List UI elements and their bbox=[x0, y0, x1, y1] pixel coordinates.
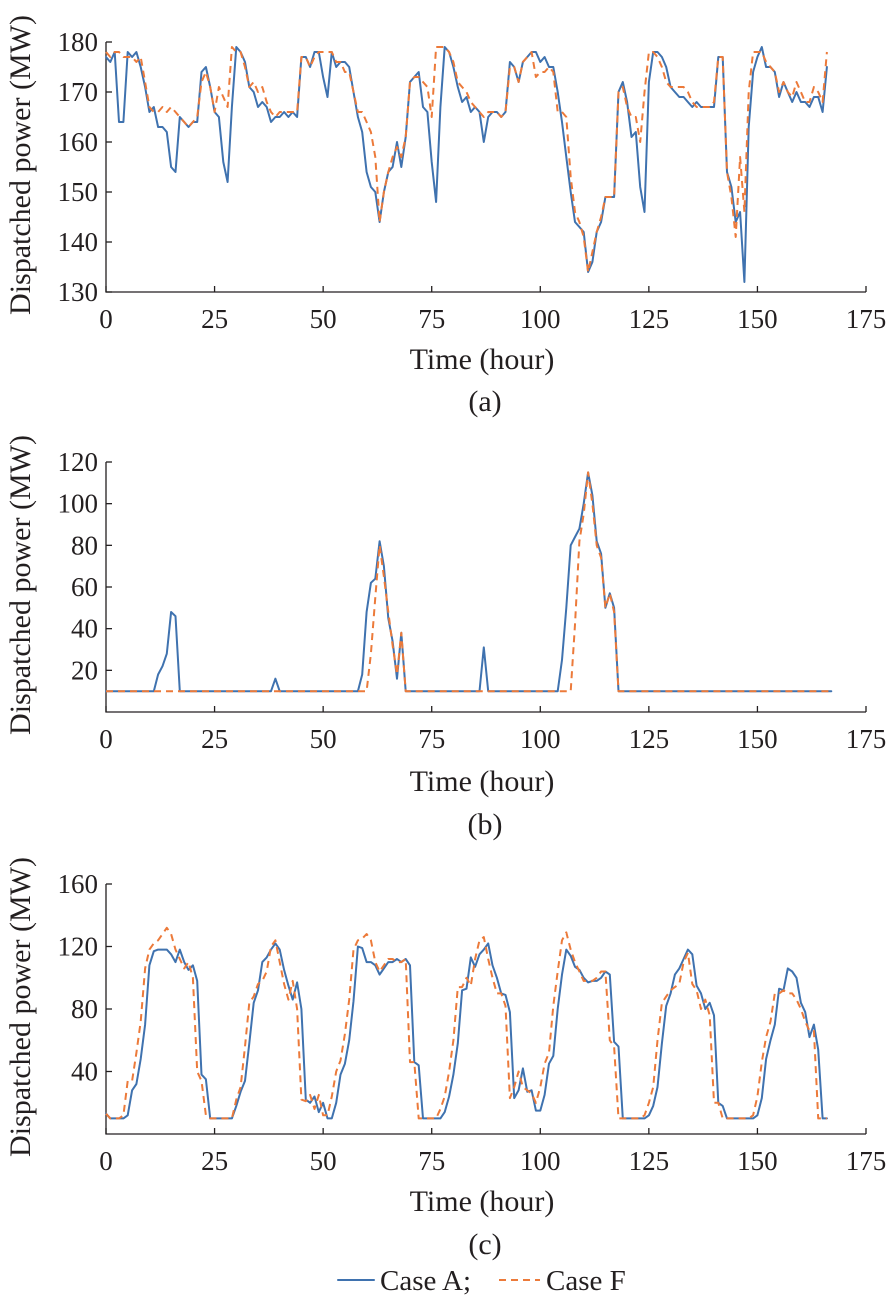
legend-label-case-a: Case A; bbox=[380, 1265, 471, 1297]
x-tick-label-c: 125 bbox=[629, 1146, 670, 1176]
x-tick-label-b: 25 bbox=[201, 724, 228, 754]
axes-c bbox=[105, 884, 866, 1135]
chart-panel-a: 0 25 50 75 100 125 150 175 130 140 150 160 170 180 Tim… bbox=[4, 15, 886, 418]
y-tick-label-a: 140 bbox=[58, 227, 99, 257]
x-tick-label-a: 150 bbox=[737, 304, 778, 334]
panel-caption-c: (c) bbox=[468, 1228, 501, 1261]
x-tick-label-b: 125 bbox=[629, 724, 670, 754]
y-tick-label-b: 60 bbox=[71, 572, 98, 602]
y-tick-label-b: 80 bbox=[71, 530, 98, 560]
series-case-f-a bbox=[105, 46, 828, 273]
x-tick-label-c: 25 bbox=[201, 1146, 228, 1176]
chart-panel-c: 0 25 50 75 100 125 150 175 40 80 120 160 Time (hour)… bbox=[4, 857, 886, 1261]
y-tick-label-b: 120 bbox=[58, 447, 99, 477]
x-axis-label-c: Time (hour) bbox=[410, 1185, 555, 1218]
y-tick-label-c: 120 bbox=[58, 932, 99, 962]
series-case-f-c bbox=[105, 926, 827, 1120]
y-axis-label-a: Dispatched power (MW) bbox=[4, 15, 37, 315]
x-tick-label-c: 50 bbox=[310, 1146, 337, 1176]
y-tick-label-a: 160 bbox=[58, 127, 99, 157]
y-axis-label-c: Dispatched power (MW) bbox=[4, 857, 37, 1157]
x-axis-label-a: Time (hour) bbox=[410, 343, 555, 376]
y-tick-label-c: 160 bbox=[58, 869, 99, 899]
y-tick-label-b: 20 bbox=[71, 655, 98, 685]
x-tick-label-c: 150 bbox=[737, 1146, 778, 1176]
x-tick-label-b: 175 bbox=[846, 724, 887, 754]
panel-caption-b: (b) bbox=[468, 808, 503, 841]
series-case-a-a bbox=[105, 46, 828, 283]
series-case-a-b bbox=[105, 471, 833, 693]
y-tick-label-c: 40 bbox=[71, 1057, 98, 1087]
x-tick-label-b: 50 bbox=[310, 724, 337, 754]
x-tick-label-a: 175 bbox=[846, 304, 887, 334]
legend-label-case-f: Case F bbox=[546, 1265, 626, 1297]
panel-caption-a: (a) bbox=[468, 385, 501, 418]
x-tick-label-a: 0 bbox=[99, 304, 113, 334]
y-tick-label-b: 100 bbox=[58, 489, 99, 519]
series-case-a-c bbox=[105, 942, 828, 1120]
x-tick-label-b: 100 bbox=[520, 724, 561, 754]
y-tick-label-a: 170 bbox=[58, 77, 99, 107]
x-tick-label-c: 0 bbox=[99, 1146, 113, 1176]
series-case-f-b bbox=[106, 471, 832, 693]
x-tick-label-b: 150 bbox=[737, 724, 778, 754]
x-tick-label-b: 75 bbox=[418, 724, 445, 754]
x-tick-label-a: 25 bbox=[201, 304, 228, 334]
chart-panel-b: 0 25 50 75 100 125 150 175 20 40 60 80 100 120 Time (h… bbox=[4, 435, 886, 841]
y-tick-label-b: 40 bbox=[71, 614, 98, 644]
x-tick-label-c: 75 bbox=[418, 1146, 445, 1176]
y-tick-label-a: 150 bbox=[58, 177, 99, 207]
x-tick-label-a: 125 bbox=[629, 304, 670, 334]
y-axis-label-b: Dispatched power (MW) bbox=[4, 435, 37, 735]
x-tick-label-a: 100 bbox=[520, 304, 561, 334]
legend: Case A; Case F bbox=[337, 1265, 626, 1297]
x-tick-label-a: 50 bbox=[310, 304, 337, 334]
x-tick-label-a: 75 bbox=[418, 304, 445, 334]
x-tick-label-c: 175 bbox=[846, 1146, 887, 1176]
x-tick-label-b: 0 bbox=[99, 724, 113, 754]
y-tick-label-a: 130 bbox=[58, 277, 99, 307]
chart-panels: 0 25 50 75 100 125 150 175 130 140 150 160 170 180 Tim… bbox=[4, 15, 886, 1261]
y-tick-label-a: 180 bbox=[58, 27, 99, 57]
y-tick-label-c: 80 bbox=[71, 994, 98, 1024]
x-axis-label-b: Time (hour) bbox=[410, 765, 555, 798]
x-tick-label-c: 100 bbox=[520, 1146, 561, 1176]
